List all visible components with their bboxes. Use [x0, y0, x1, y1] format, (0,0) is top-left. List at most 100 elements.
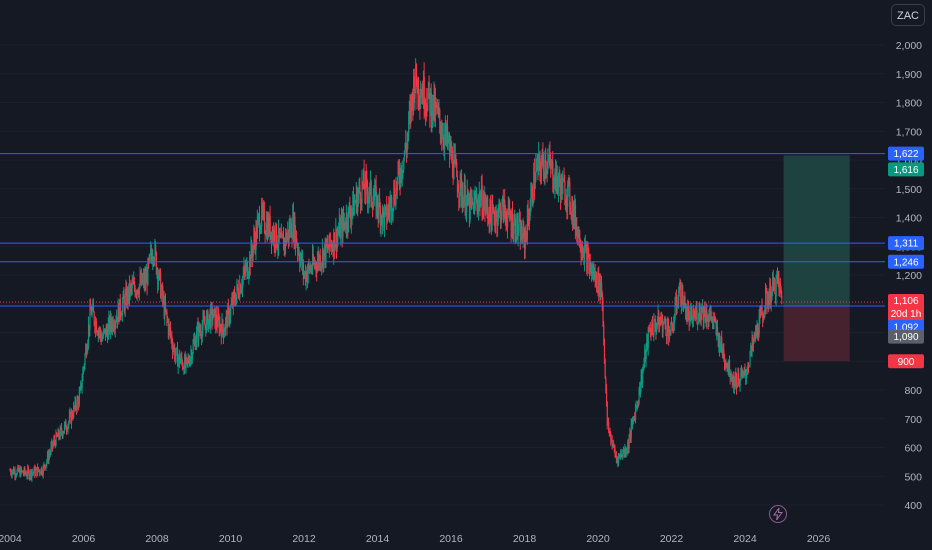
- candle-body: [22, 470, 24, 474]
- candle-body: [426, 108, 428, 111]
- candle-body: [380, 205, 382, 226]
- candle-body: [541, 164, 543, 177]
- candle-body: [515, 218, 517, 238]
- candle-body: [700, 306, 702, 320]
- candle-body: [204, 318, 206, 325]
- candle-body: [471, 198, 473, 203]
- candle-body: [622, 452, 624, 458]
- candle-body: [596, 288, 598, 292]
- candle-body: [57, 430, 59, 437]
- candle-body: [558, 183, 560, 192]
- y-tick-label: 1,900: [896, 69, 922, 81]
- candle-body: [237, 284, 239, 289]
- candle-body: [754, 332, 756, 339]
- candle-body: [526, 234, 528, 240]
- candle-body: [425, 103, 427, 111]
- candle-body: [98, 330, 100, 332]
- candle-body: [348, 206, 350, 208]
- candle-body: [543, 172, 545, 177]
- candle-body: [16, 469, 18, 475]
- candle-body: [378, 198, 380, 216]
- candle-body: [288, 229, 290, 240]
- candle-body: [642, 366, 644, 371]
- candle-body: [583, 252, 585, 263]
- candle-body: [337, 233, 339, 236]
- candle-body: [295, 230, 297, 246]
- candle-body: [163, 297, 165, 317]
- candle-body: [424, 108, 426, 111]
- y-tick-label: 500: [904, 471, 922, 483]
- candle-body: [51, 441, 53, 447]
- candle-body: [13, 469, 15, 474]
- candle-body: [379, 198, 381, 206]
- candle-body: [57, 436, 59, 438]
- candle-body: [214, 308, 216, 328]
- x-tick-label: 2006: [72, 533, 96, 545]
- candle-body: [636, 405, 638, 407]
- candle-body: [134, 281, 136, 289]
- candle-body: [170, 328, 172, 335]
- candle-body: [224, 329, 226, 333]
- candle-body: [272, 230, 274, 239]
- candle-body: [87, 342, 89, 350]
- candle-body: [194, 339, 196, 342]
- candle-body: [327, 244, 329, 247]
- candle-body: [562, 178, 564, 195]
- candle-body: [601, 283, 603, 293]
- candle-body: [305, 272, 307, 282]
- candle-body: [168, 321, 170, 334]
- candle-body: [439, 109, 441, 123]
- candle-body: [399, 170, 401, 181]
- candle-body: [259, 230, 261, 233]
- candle-body: [685, 303, 687, 319]
- candle-body: [307, 273, 309, 281]
- candle-body: [471, 198, 473, 202]
- candle-body: [624, 448, 626, 454]
- candle-body: [352, 193, 354, 209]
- candle-body: [613, 444, 615, 449]
- candle-body: [58, 430, 60, 437]
- candle-body: [508, 203, 510, 208]
- candle-body: [645, 349, 647, 360]
- target-badge: [888, 162, 924, 177]
- candle-body: [403, 157, 405, 171]
- candle-body: [358, 192, 360, 198]
- candle-body: [61, 428, 63, 433]
- candle-body: [503, 200, 505, 221]
- candle-body: [63, 430, 65, 433]
- candle-body: [149, 254, 151, 256]
- lightning-icon[interactable]: [769, 505, 787, 523]
- candle-body: [521, 226, 523, 240]
- candle-body: [345, 227, 347, 230]
- candle-body: [76, 407, 78, 410]
- candle-body: [612, 446, 614, 448]
- candle-body: [450, 144, 452, 159]
- candle-body: [671, 324, 673, 329]
- candle-body: [282, 237, 284, 239]
- candle-body: [584, 245, 586, 263]
- candle-body: [296, 243, 298, 246]
- candle-body: [723, 349, 725, 361]
- candle-body: [60, 428, 62, 430]
- candle-body: [155, 252, 157, 273]
- candle-body: [739, 381, 741, 387]
- candle-body: [431, 116, 433, 123]
- candle-body: [70, 412, 72, 423]
- candle-body: [315, 262, 317, 266]
- candle-body: [384, 211, 386, 228]
- candle-body: [517, 216, 519, 236]
- currency-button[interactable]: ZAC: [891, 4, 925, 26]
- candle-body: [534, 180, 536, 189]
- candle-body: [704, 306, 706, 317]
- candle-body: [725, 363, 727, 367]
- candle-body: [104, 328, 106, 331]
- candle-body: [101, 339, 103, 342]
- candle-body: [724, 362, 726, 367]
- candle-body: [584, 244, 586, 246]
- candle-body: [411, 94, 413, 117]
- candle-body: [180, 360, 182, 364]
- candle-body: [307, 263, 309, 274]
- candle-body: [474, 196, 476, 214]
- candle-body: [236, 284, 238, 295]
